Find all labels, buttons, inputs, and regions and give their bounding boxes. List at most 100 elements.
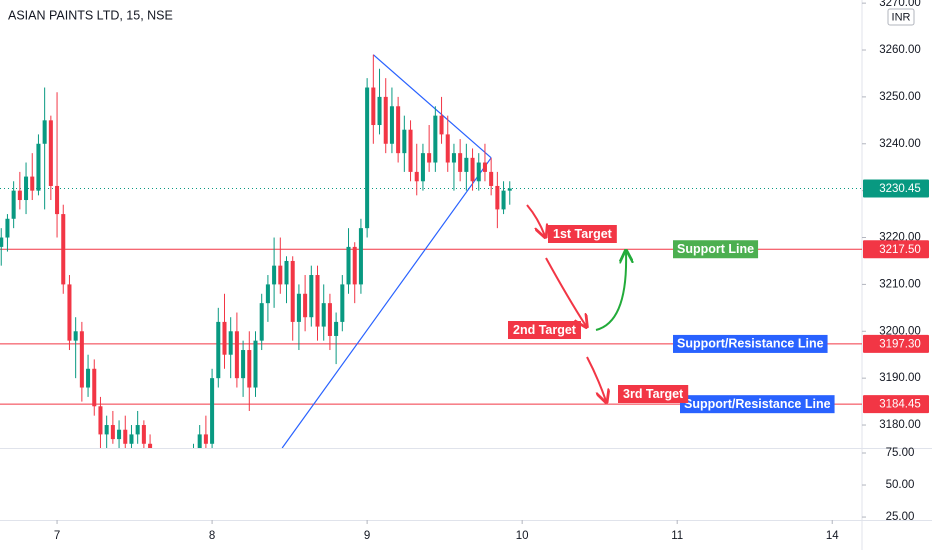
candle-body [290, 260, 295, 322]
candle-body [309, 275, 314, 318]
candle-body [216, 321, 221, 379]
target-label: 3rd Target [623, 387, 684, 401]
candle-body [501, 190, 506, 210]
candle-body [241, 350, 246, 379]
level-name-box [673, 334, 828, 353]
candle-body [36, 143, 41, 191]
candle-body [5, 218, 10, 238]
candle-body [377, 96, 382, 126]
candle-body [86, 368, 91, 388]
candle-body [129, 434, 134, 444]
candle-body [247, 350, 252, 388]
candle-body [265, 284, 270, 304]
candle-body [259, 303, 264, 341]
candle-body [315, 275, 320, 327]
y-tick-label: 3210.00 [879, 278, 921, 290]
candle-body [476, 162, 481, 182]
level-label: 3184.45 [879, 399, 921, 411]
candle-body [61, 214, 66, 285]
candle-body [278, 265, 283, 285]
candle-body [272, 265, 277, 285]
candle-body [197, 434, 202, 448]
candle-body [433, 115, 438, 163]
candle-body [365, 87, 370, 229]
arrow [526, 204, 545, 236]
x-tick-label: 11 [671, 530, 683, 542]
candle-body [30, 176, 35, 191]
candle-body [352, 246, 357, 285]
y-tick-label: 3190.00 [879, 372, 921, 384]
candle-body [234, 331, 239, 379]
level-name-box [673, 240, 759, 259]
candle-body [389, 106, 394, 144]
candle-body [0, 237, 4, 247]
level-label-box [863, 334, 929, 353]
candle-body [495, 185, 500, 210]
target-box [508, 321, 581, 339]
level-name: Support/Resistance Line [677, 337, 824, 351]
y-tick-label: 3240.00 [879, 138, 921, 150]
x-tick-label: 9 [364, 530, 370, 542]
candle-body [48, 120, 53, 186]
candle-body [55, 185, 60, 215]
x-tick-label: 7 [54, 530, 60, 542]
level-label-box [863, 395, 929, 414]
candle-body [253, 340, 258, 388]
last-price-label-box [863, 179, 929, 198]
candle-body [507, 188, 512, 191]
x-tick-label: 14 [826, 530, 839, 542]
candle-body [340, 284, 345, 322]
y-tick-label: 3180.00 [879, 419, 921, 431]
level-label: 3197.30 [879, 338, 921, 350]
candle-body [67, 284, 72, 341]
candle-body [464, 157, 469, 172]
candle-body [92, 368, 97, 407]
x-tick-label: 8 [209, 530, 215, 542]
arrow [586, 356, 606, 401]
candle-body [123, 429, 128, 444]
y-tick-label: 25.00 [886, 511, 915, 523]
candle-body [383, 96, 388, 144]
candle-body [228, 331, 233, 355]
y-tick-label: 3260.00 [879, 44, 921, 56]
candle-body [470, 157, 475, 182]
price-pane [0, 54, 862, 448]
candle-body [79, 331, 84, 388]
arrow [545, 257, 586, 326]
candle-body [11, 190, 16, 219]
candle-body [358, 228, 363, 285]
y-tick-label: 50.00 [886, 479, 915, 491]
candle-body [408, 129, 413, 172]
target-box [618, 385, 689, 403]
candle-body [327, 303, 332, 336]
candle-body [439, 115, 444, 135]
y-tick-label: 3250.00 [879, 91, 921, 103]
currency-box [887, 8, 915, 26]
candle-body [148, 443, 153, 448]
candle-body [296, 293, 301, 322]
candle-body [346, 246, 351, 285]
candle-body [420, 153, 425, 182]
target-label: 1st Target [553, 227, 613, 241]
candle-body [321, 303, 326, 327]
candle-body [141, 425, 146, 444]
candle-body [303, 293, 308, 318]
target-box [548, 225, 617, 243]
candle-body [427, 153, 432, 163]
candle-body [489, 171, 494, 186]
y-tick-label: 3200.00 [879, 325, 921, 337]
x-tick-label: 10 [516, 530, 529, 542]
chart-title: ASIAN PAINTS LTD, 15, NSE [8, 8, 173, 22]
candle-body [98, 406, 103, 435]
candle-body [73, 331, 78, 341]
candle-body [117, 429, 122, 440]
level-name-box [680, 395, 835, 414]
candle-body [451, 153, 456, 163]
currency: INR [892, 11, 911, 23]
candle-body [445, 134, 450, 163]
candle-body [284, 260, 289, 285]
candle-body [110, 425, 115, 440]
